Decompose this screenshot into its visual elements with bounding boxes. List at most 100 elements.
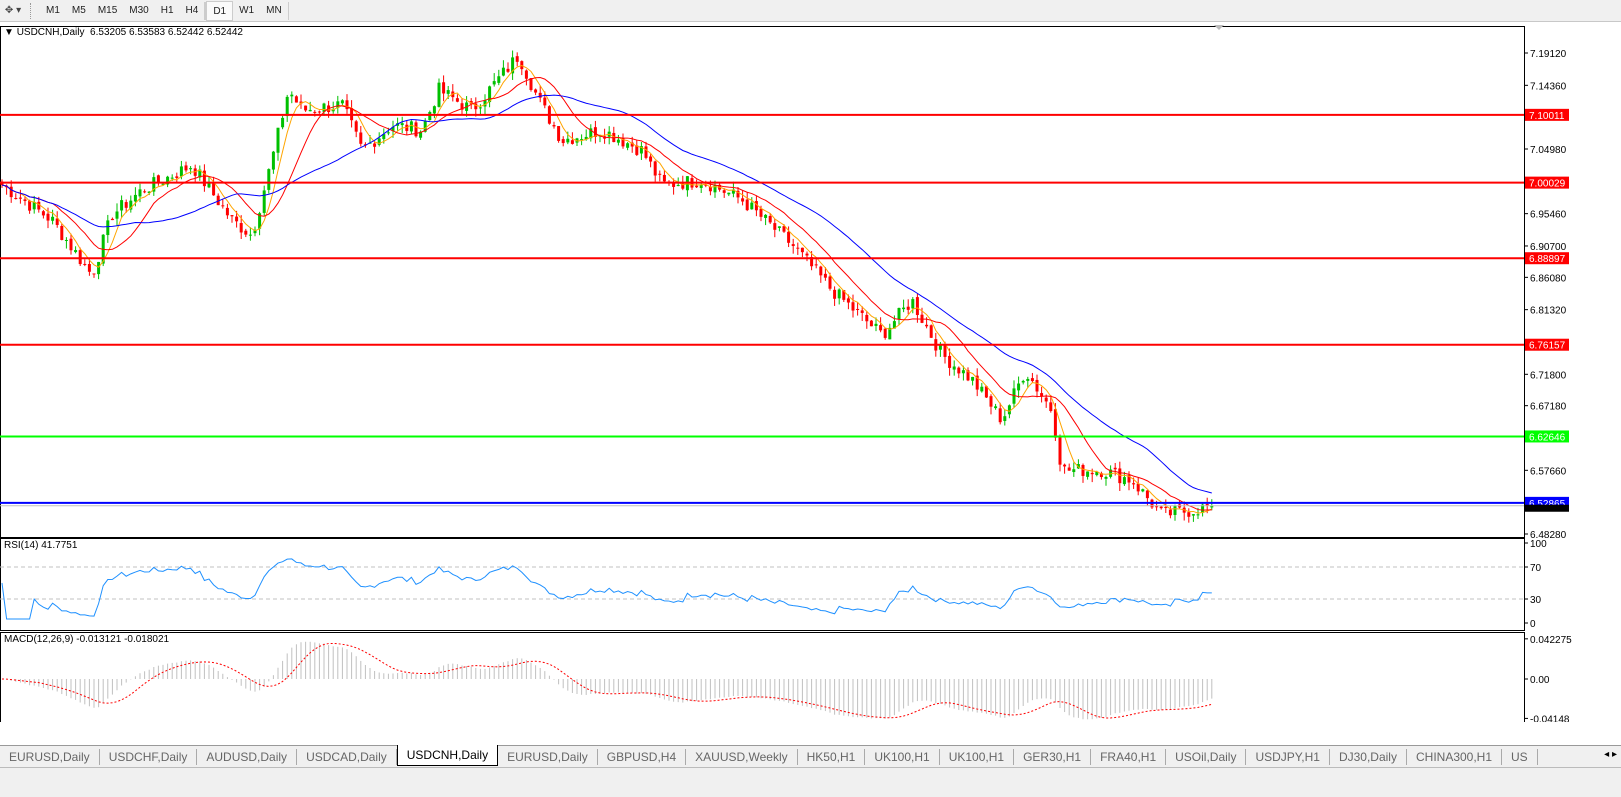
price-tick-label: 7.19120 bbox=[1530, 49, 1567, 60]
candle-body bbox=[248, 234, 252, 236]
candle-body bbox=[1113, 467, 1117, 470]
candle-body bbox=[883, 328, 887, 338]
chart-tab[interactable]: USDCHF,Daily bbox=[100, 748, 198, 765]
chart-tab[interactable]: USDJPY,H1 bbox=[1246, 748, 1330, 765]
chart-tab[interactable]: EURUSD,Daily bbox=[0, 748, 100, 765]
pane-frame bbox=[0, 26, 1525, 538]
candle-body bbox=[1109, 469, 1113, 477]
candle-body bbox=[653, 161, 657, 176]
timeframe-m15[interactable]: M15 bbox=[97, 4, 118, 16]
candle-body bbox=[635, 145, 639, 155]
chart-tab[interactable]: AUDUSD,Daily bbox=[197, 748, 298, 765]
candle-body bbox=[823, 273, 827, 278]
timeframe-list: M1 M5 M15 M30 H1 H4 D1 W1 MN bbox=[40, 0, 289, 21]
timeframe-m5[interactable]: M5 bbox=[71, 4, 86, 16]
candle-body bbox=[580, 139, 584, 141]
candle-body bbox=[276, 127, 280, 153]
candle-body bbox=[915, 297, 919, 316]
candle-body bbox=[731, 189, 735, 194]
candle-body bbox=[391, 126, 395, 132]
price-tick-label: 6.86080 bbox=[1530, 273, 1567, 284]
candle-body bbox=[929, 325, 933, 338]
candle-body bbox=[14, 198, 18, 200]
candle-body bbox=[741, 198, 745, 202]
candle-body bbox=[814, 264, 818, 266]
candle-body bbox=[9, 186, 13, 198]
candle-body bbox=[524, 70, 528, 79]
macd-histogram bbox=[6, 641, 1213, 720]
collapse-triangle-icon[interactable]: ▼ bbox=[4, 27, 14, 38]
candle-body bbox=[722, 190, 726, 193]
candle-body bbox=[639, 146, 643, 154]
candle-body bbox=[32, 201, 36, 210]
candle-body bbox=[308, 109, 312, 112]
candle-body bbox=[971, 376, 975, 381]
candle-body bbox=[957, 367, 961, 374]
timeframe-h4[interactable]: H4 bbox=[185, 4, 199, 16]
candle-body bbox=[1049, 402, 1053, 412]
chart-tab[interactable]: USDCNH,Daily bbox=[396, 745, 499, 766]
chart-window[interactable]: 7.19120 7.14360 7.04980 6.95460 6.90700 6.860… bbox=[0, 24, 1621, 724]
candle-body bbox=[892, 321, 896, 329]
candle-body bbox=[299, 101, 303, 104]
candle-body bbox=[442, 82, 446, 94]
candle-body bbox=[745, 199, 749, 211]
current-price-tag bbox=[1525, 504, 1569, 512]
candle-body bbox=[143, 191, 147, 193]
candle-body bbox=[704, 184, 708, 186]
candle-body bbox=[285, 96, 289, 117]
candle-body bbox=[1053, 409, 1057, 438]
candle-body bbox=[874, 323, 878, 326]
candle-body bbox=[373, 143, 377, 147]
candle-body bbox=[428, 111, 432, 121]
chart-tab[interactable]: USOil,Daily bbox=[1166, 748, 1247, 765]
candle-body bbox=[506, 68, 510, 72]
candle-body bbox=[1118, 468, 1122, 484]
candle-body bbox=[331, 109, 335, 112]
chart-tab[interactable]: GER30,H1 bbox=[1014, 748, 1092, 765]
crosshair-dropdown-icon[interactable]: ✥ ▾ bbox=[4, 5, 22, 16]
candle-body bbox=[345, 100, 349, 110]
candle-body bbox=[446, 90, 450, 94]
candle-body bbox=[414, 122, 418, 137]
chart-tab[interactable]: USDCAD,Daily bbox=[297, 748, 397, 765]
candle-body bbox=[78, 250, 82, 265]
candle-body bbox=[902, 307, 906, 310]
timeframe-m1[interactable]: M1 bbox=[46, 4, 60, 16]
chart-tab[interactable]: DJ30,Daily bbox=[1330, 748, 1407, 765]
candle-body bbox=[800, 247, 804, 253]
candle-body bbox=[777, 226, 781, 228]
chart-tab[interactable]: FRA40,H1 bbox=[1091, 748, 1167, 765]
timeframe-mn[interactable]: MN bbox=[266, 4, 282, 16]
chart-tab[interactable]: GBPUSD,H4 bbox=[598, 748, 687, 765]
candle-body bbox=[1058, 437, 1062, 465]
candle-body bbox=[1072, 469, 1076, 473]
candle-body bbox=[419, 131, 423, 138]
level-price-label: 7.10011 bbox=[1529, 111, 1565, 122]
chart-tab[interactable]: US bbox=[1502, 748, 1538, 765]
candle-body bbox=[478, 107, 482, 109]
timeframe-d1[interactable]: D1 bbox=[206, 0, 234, 21]
chart-tab[interactable]: UK100,H1 bbox=[865, 748, 940, 765]
candle-body bbox=[1067, 467, 1071, 471]
candle-body bbox=[60, 225, 64, 240]
chart-tab[interactable]: XAUUSD,Weekly bbox=[686, 748, 798, 765]
tab-scroll-arrows-icon[interactable]: ◂ ▸ bbox=[1604, 749, 1617, 760]
candle-body bbox=[828, 276, 832, 289]
candle-body bbox=[879, 325, 883, 331]
chart-tab[interactable]: HK50,H1 bbox=[798, 748, 866, 765]
timeframe-h1[interactable]: H1 bbox=[160, 4, 174, 16]
candle-body bbox=[74, 250, 78, 253]
chart-tab[interactable]: CHINA300,H1 bbox=[1407, 748, 1503, 765]
candle-body bbox=[230, 215, 234, 217]
chart-tab[interactable]: EURUSD,Daily bbox=[498, 748, 598, 765]
candle-body bbox=[561, 139, 565, 144]
candle-body bbox=[1012, 388, 1016, 404]
toolbar-grip[interactable] bbox=[30, 2, 36, 19]
chart-tab[interactable]: UK100,H1 bbox=[940, 748, 1015, 765]
timeframe-m30[interactable]: M30 bbox=[129, 4, 149, 16]
candle-body bbox=[18, 197, 22, 199]
chart-canvas[interactable]: 7.19120 7.14360 7.04980 6.95460 6.90700 6.860… bbox=[0, 0, 1621, 722]
timeframe-w1[interactable]: W1 bbox=[239, 4, 255, 16]
candle-body bbox=[1026, 378, 1030, 381]
